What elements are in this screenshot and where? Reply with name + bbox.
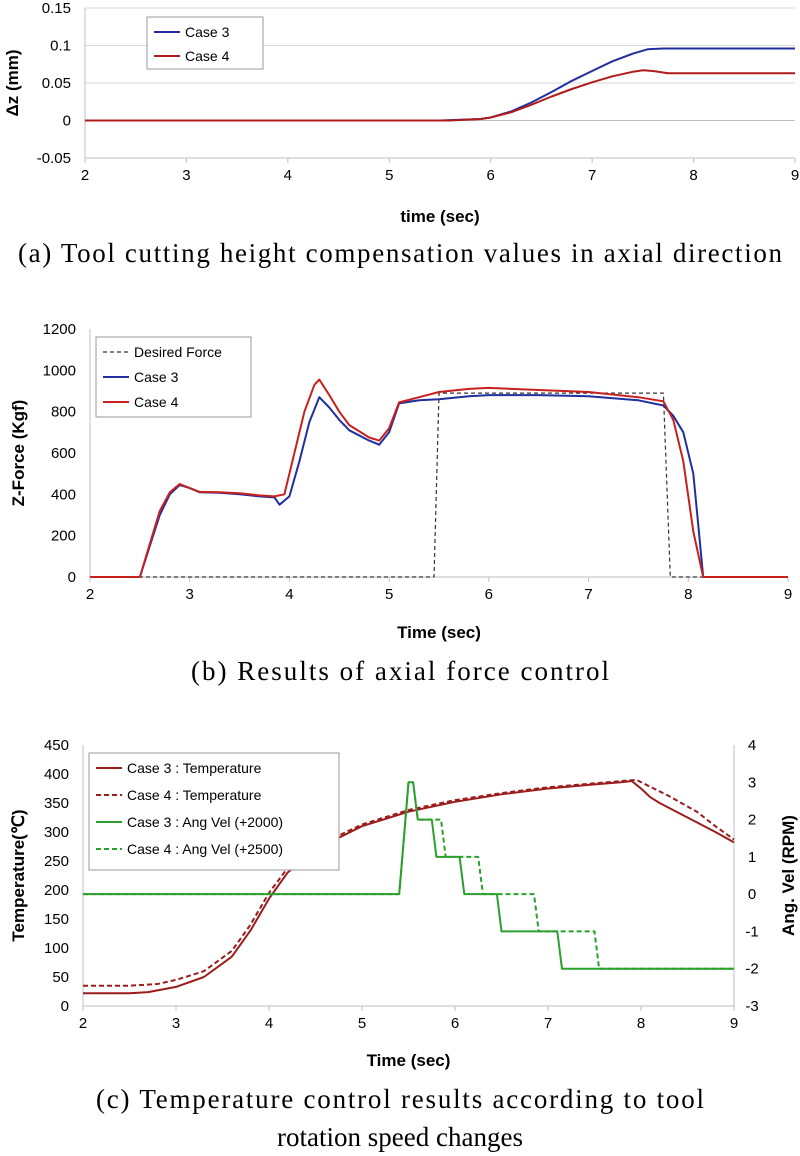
y2-tick-label: -1 [745,923,758,940]
series-line-3 [90,378,788,578]
y-tick-label: 250 [44,853,69,870]
x-tick-label: 4 [284,167,292,184]
x-tick-label: 6 [485,586,493,603]
legend-label: Case 4 [134,394,179,410]
panel-a: 2 3 4 5 6 7 8 9 -0.05 0 0.05 0.1 0.15 time (sec) Δz (m… [3,0,799,268]
x-tick-label: 7 [544,1015,552,1032]
y2-axis-label: Ang. Vel (RPM) [779,815,798,936]
y-axis-label: Z-Force (Kgf) [9,400,28,507]
x-tick-label: 7 [584,586,592,603]
x-tick-label: 4 [265,1015,273,1032]
legend-label: Case 4 : Temperature [127,787,262,803]
x-tick-label: 5 [385,167,393,184]
y2-tick-label: 2 [748,812,756,829]
y-tick-label: 1200 [43,321,76,338]
series-line-4 [83,781,734,970]
y-tick-label: 800 [51,404,76,421]
figure-caption-line: rotation speed changes [277,1122,523,1152]
legend-label: Case 3 [185,24,230,40]
y-tick-label: 200 [44,882,69,899]
y-tick-label: 0.15 [42,0,71,17]
x-tick-label: 2 [81,167,89,184]
panel-b: 2 3 4 5 6 7 8 9 0 200 400 600 800 1000 1200 Time (sec) Z… [9,321,792,686]
y2-tick-label: 1 [748,849,756,866]
y-tick-label: 0 [61,998,69,1015]
y-tick-label: 400 [44,766,69,783]
legend-label: Case 3 : Ang Vel (+2000) [127,814,283,830]
y-tick-label: 350 [44,795,69,812]
x-tick-label: 5 [358,1015,366,1032]
y2-tick-label: 3 [748,774,756,791]
y-tick-label: 1000 [43,362,76,379]
y-tick-label: 100 [44,940,69,957]
y-tick-label: 450 [44,737,69,754]
y-axis-label: Δz (mm) [3,50,22,117]
series-line-1 [83,780,735,995]
y-tick-label: 300 [44,824,69,841]
x-tick-label: 7 [588,167,596,184]
legend-box [88,752,340,871]
x-tick-label: 6 [451,1015,459,1032]
x-tick-label: 2 [79,1015,87,1032]
series-line-1 [90,392,788,578]
legend-box [146,16,264,70]
figure-caption-line: (c) Temperature control results accordin… [96,1084,704,1114]
x-tick-label: 8 [689,167,697,184]
x-tick-label: 4 [285,586,293,603]
x-tick-label: 3 [186,586,194,603]
y-tick-label: 200 [51,528,76,545]
x-tick-label: 9 [791,167,799,184]
x-tick-label: 5 [385,586,393,603]
y-axis-label: Temperature(℃) [9,809,28,941]
legend-label: Case 3 [134,369,179,385]
x-tick-label: 6 [487,167,495,184]
x-axis-label: time (sec) [400,207,479,226]
x-tick-label: 9 [730,1015,738,1032]
y-tick-label: 400 [51,486,76,503]
x-tick-label: 9 [784,586,792,603]
panel-c: 2 3 4 5 6 7 8 9 0 50 100 150 200 250 300 350 400 450 -3 -2 -… [9,737,798,1152]
series-line-2 [83,778,735,987]
legend-label: Desired Force [134,344,222,360]
x-tick-label: 8 [637,1015,645,1032]
figure-caption: (b) Results of axial force control [191,656,609,686]
y2-tick-label: -3 [745,998,758,1015]
legend-label: Case 4 : Ang Vel (+2500) [127,841,283,857]
x-axis-label: Time (sec) [397,623,481,642]
x-tick-label: 3 [182,167,190,184]
x-tick-label: 3 [172,1015,180,1032]
y-tick-label: 0.05 [42,75,71,92]
y-tick-label: 150 [44,911,69,928]
y2-tick-label: -2 [745,961,758,978]
legend-label: Case 3 : Temperature [127,760,262,776]
figure-caption: (a) Tool cutting height compensation val… [18,238,783,268]
x-tick-label: 2 [86,586,94,603]
y2-tick-label: 0 [748,886,756,903]
x-tick-label: 8 [684,586,692,603]
y-tick-label: 600 [51,445,76,462]
y-tick-label: 0.1 [50,38,71,55]
y-tick-label: 50 [52,969,69,986]
y-tick-label: 0 [63,113,71,130]
legend-label: Case 4 [185,48,230,64]
x-axis-label: Time (sec) [367,1051,451,1070]
y-tick-label: -0.05 [37,150,71,167]
y-tick-label: 0 [68,569,76,586]
y2-tick-label: 4 [748,737,756,754]
series-line-2 [85,69,795,122]
series-line-2 [90,394,788,578]
